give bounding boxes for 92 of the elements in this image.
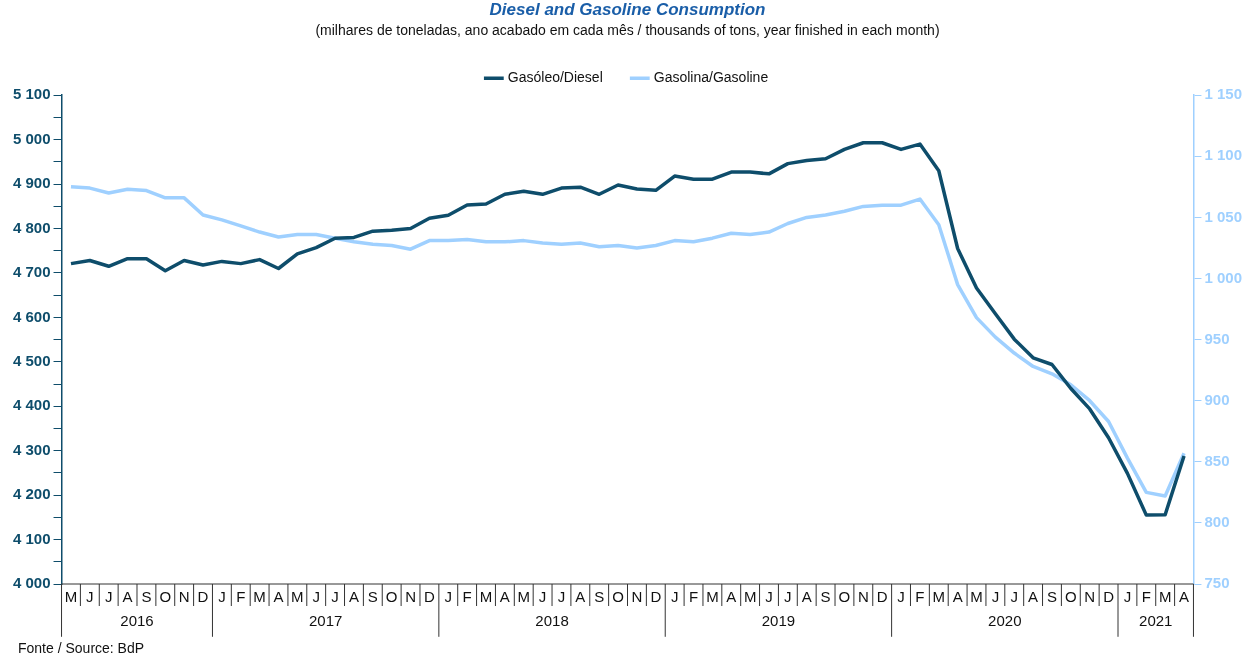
x-tick-label: N: [405, 588, 416, 606]
x-tick-label: J: [991, 588, 1000, 606]
x-tick-label: A: [952, 588, 963, 606]
x-tick-label: J: [331, 588, 339, 606]
y-tick-label: 5 000: [12, 129, 51, 147]
x-tick-label: J: [765, 588, 773, 606]
x-tick-label: N: [178, 588, 190, 606]
x-tick-label: D: [197, 588, 209, 606]
x-tick-label: F: [915, 588, 925, 606]
y-tick-label: 4 600: [12, 307, 51, 325]
x-tick-label: M: [932, 588, 946, 606]
x-tick-label: D: [423, 588, 435, 606]
x-tick-label: M: [970, 588, 983, 606]
x-tick-label: D: [650, 588, 662, 606]
text: 2016: [120, 611, 154, 629]
x-tick-label: A: [273, 588, 284, 606]
x-tick-label: F: [688, 588, 699, 606]
x-tick-label: A: [348, 588, 359, 606]
x-tick-label: M: [517, 588, 530, 606]
y2-tick-label: 1 100: [1204, 146, 1243, 164]
text: 2018: [535, 611, 569, 629]
y2-tick-label: 1 050: [1204, 207, 1243, 225]
text: 2017: [308, 611, 343, 629]
y2-tick-label: 750: [1204, 574, 1230, 592]
x-tick-label: A: [499, 588, 510, 606]
x-tick-label: D: [876, 588, 888, 606]
chart-subtitle: (milhares de toneladas, ano acabado em cada mês / thousands of tons, year finished in each month): [315, 21, 940, 38]
x-tick-label: J: [538, 588, 547, 606]
x-tick-label: A: [122, 588, 133, 606]
x-tick-label: N: [1084, 588, 1096, 606]
y-tick-label: 4 100: [12, 529, 51, 547]
text: 2019: [761, 611, 796, 629]
x-tick-label: J: [104, 588, 113, 606]
x-tick-label: S: [594, 588, 605, 606]
x-tick-label: J: [1123, 588, 1132, 606]
x-tick-label: J: [557, 588, 566, 606]
x-tick-label: A: [801, 588, 812, 606]
x-tick-label: O: [1065, 588, 1077, 606]
x-tick-label: A: [1028, 588, 1039, 606]
y-tick-label: 4 500: [12, 351, 51, 369]
y-tick-label: 4 700: [12, 263, 51, 281]
y-tick-label: 4 800: [12, 218, 51, 236]
y2-tick-label: 800: [1204, 513, 1230, 531]
x-tick-label: A: [1179, 588, 1190, 606]
y-tick-label: 4 900: [12, 174, 51, 192]
chart-title: Diesel and Gasoline Consumption: [489, 0, 766, 19]
text: 2020: [988, 611, 1022, 629]
x-tick-label: F: [236, 588, 246, 606]
x-tick-label: N: [857, 588, 869, 606]
text: 2021: [1139, 611, 1173, 629]
x-tick-label: J: [218, 588, 226, 606]
y-tick-label: 4 300: [12, 440, 51, 458]
y2-tick-label: 850: [1204, 451, 1230, 469]
y2-tick-label: 1 000: [1204, 268, 1243, 286]
x-tick-label: J: [784, 588, 792, 606]
y2-tick-label: 950: [1204, 329, 1230, 347]
x-tick-label: J: [670, 588, 679, 606]
x-tick-label: J: [312, 588, 320, 606]
x-tick-label: N: [631, 588, 643, 606]
source-note: Fonte / Source: BdP: [18, 640, 145, 656]
x-tick-label: S: [1046, 588, 1057, 606]
y2-tick-label: 1 150: [1204, 85, 1243, 103]
x-tick-label: J: [86, 588, 94, 606]
y-tick-label: 4 400: [12, 396, 51, 414]
x-tick-label: M: [706, 588, 719, 606]
x-tick-label: A: [575, 588, 586, 606]
x-tick-label: M: [64, 588, 78, 606]
x-tick-label: F: [462, 588, 472, 606]
legend-label: Gasolina/Gasoline: [653, 69, 769, 86]
x-tick-label: O: [385, 588, 398, 606]
x-tick-label: M: [743, 588, 757, 606]
x-tick-label: M: [479, 588, 493, 606]
legend-label: Gasóleo/Diesel: [507, 69, 603, 86]
x-tick-label: O: [838, 588, 851, 606]
x-tick-label: M: [1158, 588, 1172, 606]
x-tick-label: F: [1141, 588, 1151, 606]
x-tick-label: D: [1103, 588, 1115, 606]
x-tick-label: A: [726, 588, 737, 606]
y2-tick-label: 900: [1204, 390, 1230, 408]
x-tick-label: J: [897, 588, 905, 606]
x-tick-label: S: [367, 588, 378, 606]
x-tick-label: M: [253, 588, 266, 606]
x-tick-label: S: [820, 588, 831, 606]
y-tick-label: 4 200: [12, 485, 51, 503]
x-tick-label: M: [291, 588, 304, 606]
x-tick-label: O: [612, 588, 624, 606]
y-tick-label: 5 100: [12, 85, 51, 103]
x-tick-label: S: [141, 588, 152, 606]
x-tick-label: O: [159, 588, 172, 606]
x-tick-label: J: [1010, 588, 1018, 606]
x-tick-label: J: [444, 588, 453, 606]
y-tick-label: 4 000: [12, 574, 51, 592]
